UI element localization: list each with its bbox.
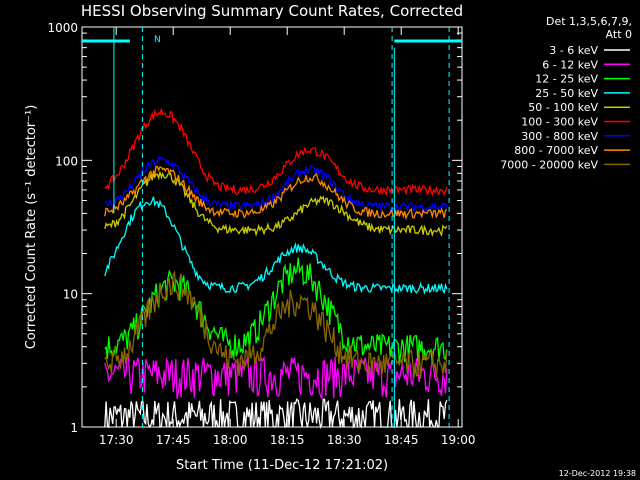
x-tick-label: 18:00	[213, 433, 248, 447]
legend-label: 3 - 6 keV	[549, 44, 598, 57]
legend-label: 800 - 7000 keV	[514, 144, 598, 157]
x-tick-label: 17:45	[156, 433, 191, 447]
legend-label: 25 - 50 keV	[535, 87, 598, 100]
x-tick-label: 17:30	[99, 433, 134, 447]
series-line	[104, 355, 448, 400]
y-tick-label: 1	[70, 421, 78, 435]
time-markers	[82, 27, 462, 427]
x-tick-label: 18:45	[384, 433, 419, 447]
legend-label: 6 - 12 keV	[542, 58, 598, 71]
legend-header-2: Att 0	[606, 28, 632, 41]
series-line	[104, 165, 448, 221]
y-tick-label: 10	[63, 288, 78, 302]
legend-label: 50 - 100 keV	[528, 101, 598, 114]
footer-date: 12-Dec-2012 19:38	[559, 469, 636, 478]
legend-label: 7000 - 20000 keV	[500, 158, 598, 171]
y-tick-label: 1000	[47, 21, 78, 35]
x-tick-label: 19:00	[441, 433, 476, 447]
legend-label: 100 - 300 keV	[521, 116, 598, 129]
legend-label: 12 - 25 keV	[535, 73, 598, 86]
legend-label: 300 - 800 keV	[521, 130, 598, 143]
series-line	[104, 196, 448, 295]
plot-frame	[81, 26, 463, 428]
chart-title: HESSI Observing Summary Count Rates, Cor…	[81, 2, 463, 20]
axis-ticks: 17:30 17:45 18:00 18:15 18:30 18:45 19:00 1 10 10…	[47, 21, 475, 447]
y-axis-label: Corrected Count Rate (s⁻¹ detector⁻¹)	[24, 105, 39, 350]
x-tick-label: 18:30	[327, 433, 362, 447]
series-group	[104, 106, 448, 429]
series-line	[104, 398, 448, 429]
series-line	[104, 106, 448, 197]
marker-label: N	[154, 35, 161, 45]
legend-header-1: Det 1,3,5,6,7,9,	[546, 15, 632, 28]
series-line	[104, 270, 448, 379]
x-axis-label: Start Time (11-Dec-12 17:21:02)	[176, 458, 388, 473]
x-tick-label: 18:15	[270, 433, 305, 447]
series-line	[104, 171, 448, 238]
series-line	[104, 257, 448, 364]
series-line	[104, 156, 448, 214]
y-tick-label: 100	[55, 154, 78, 168]
